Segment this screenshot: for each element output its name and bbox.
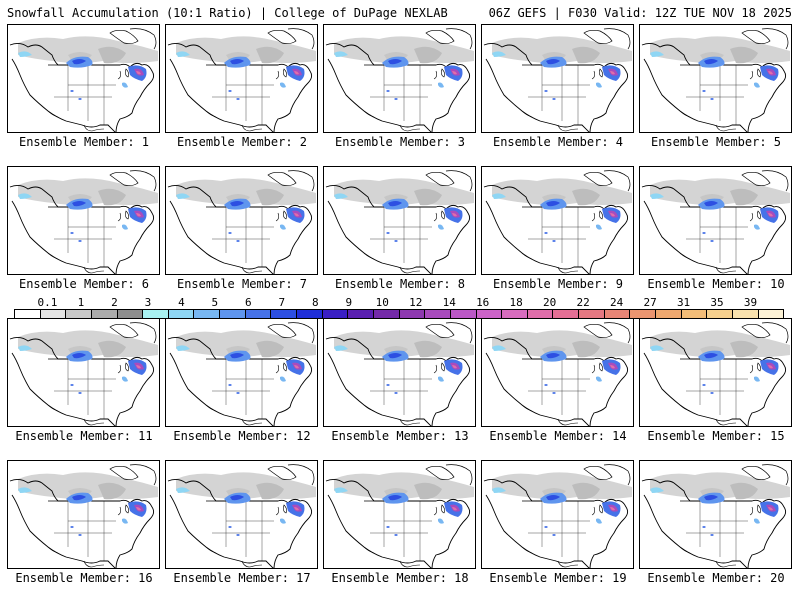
colorbar-swatch [630,310,657,318]
colorbar-swatch [245,310,272,318]
colorbar-swatch [579,310,605,318]
colorbar-label: 20 [543,296,557,309]
ensemble-member-map [323,166,476,275]
ensemble-member-map [7,318,160,427]
ensemble-member-map [7,460,160,569]
colorbar-swatch [194,310,221,318]
colorbar-swatch [373,310,400,318]
ensemble-member-map [481,24,634,133]
colorbar-label: 35 [710,296,724,309]
ensemble-member-map [323,460,476,569]
ensemble-member-map [481,460,634,569]
colorbar-swatch [758,310,784,318]
valid-time-label: 06Z GEFS | F030 Valid: 12Z TUE NOV 18 20… [488,6,792,20]
ensemble-member-caption: Ensemble Member: 8 [334,277,466,291]
colorbar-label: 39 [743,296,758,309]
colorbar-label: 2 [111,296,118,309]
snowfall-colorbar: 0.1 1 2 3 4 5 6 7 8 9 10 12 14 16 18 20 22 24 27 31 35 39 [14,296,784,319]
colorbar-label: 5 [211,296,219,309]
colorbar-swatch [66,310,92,318]
ensemble-member-caption: Ensemble Member: 11 [15,429,153,443]
colorbar-label: 8 [311,296,319,309]
colorbar-label: 24 [609,296,624,309]
ensemble-member-caption: Ensemble Member: 14 [489,429,627,443]
colorbar-label: 0.1 [37,296,58,309]
colorbar-swatch [476,310,503,318]
ensemble-member-caption: Ensemble Member: 7 [176,277,308,291]
colorbar-swatch [707,310,733,318]
ensemble-member-caption: Ensemble Member: 6 [18,277,150,291]
colorbar-swatch [117,310,144,318]
colorbar-swatch [732,310,759,318]
colorbar-label: 6 [245,296,252,309]
colorbar-label: 10 [375,296,389,309]
colorbar-label: 3 [144,296,152,309]
ensemble-member-map [481,318,634,427]
ensemble-member-caption: Ensemble Member: 10 [647,277,785,291]
colorbar-swatch [553,310,580,318]
colorbar-swatch [425,310,451,318]
ensemble-member-map [639,24,792,133]
ensemble-member-caption: Ensemble Member: 12 [173,429,311,443]
colorbar-label: 12 [409,296,423,309]
colorbar-label: 31 [676,296,691,309]
colorbar-swatch [40,310,67,318]
ensemble-member-map [165,460,318,569]
ensemble-member-caption: Ensemble Member: 19 [489,571,627,585]
ensemble-member-caption: Ensemble Member: 20 [647,571,785,585]
colorbar-label: 7 [278,296,286,309]
colorbar-swatch [399,310,426,318]
ensemble-member-caption: Ensemble Member: 4 [492,135,624,149]
colorbar-label: 14 [442,296,456,309]
colorbar-swatch [143,310,169,318]
ensemble-member-caption: Ensemble Member: 16 [15,571,153,585]
ensemble-member-caption: Ensemble Member: 3 [334,135,466,149]
ensemble-member-map [7,166,160,275]
ensemble-member-caption: Ensemble Member: 15 [647,429,785,443]
colorbar-label: 18 [509,296,523,309]
ensemble-member-map [165,24,318,133]
colorbar-swatch [297,310,323,318]
colorbar-swatch [322,310,349,318]
colorbar-swatch [681,310,708,318]
ensemble-member-caption: Ensemble Member: 5 [650,135,782,149]
ensemble-member-map [323,318,476,427]
colorbar-swatch [15,310,41,318]
colorbar-swatch [271,310,298,318]
ensemble-member-caption: Ensemble Member: 13 [331,429,469,443]
ensemble-member-map [481,166,634,275]
ensemble-member-map [7,24,160,133]
ensemble-member-map [639,460,792,569]
colorbar-label: 27 [643,296,657,309]
ensemble-member-map [323,24,476,133]
colorbar-label: 1 [77,296,85,309]
colorbar-swatch [168,310,195,318]
colorbar-label: 22 [576,296,590,309]
colorbar-swatch [527,310,554,318]
ensemble-member-caption: Ensemble Member: 9 [492,277,624,291]
colorbar-swatch [604,310,631,318]
ensemble-member-caption: Ensemble Member: 2 [176,135,308,149]
colorbar-swatch [91,310,118,318]
ensemble-member-caption: Ensemble Member: 17 [173,571,311,585]
colorbar-swatch [220,310,246,318]
colorbar-swatch [450,310,477,318]
colorbar-label: 4 [178,296,185,309]
colorbar-swatch [502,310,528,318]
ensemble-member-caption: Ensemble Member: 1 [18,135,150,149]
ensemble-member-map [165,166,318,275]
colorbar-label: 16 [476,296,490,309]
ensemble-member-map [639,318,792,427]
colorbar-swatch [348,310,374,318]
colorbar-swatch [656,310,682,318]
colorbar-label: 9 [345,296,353,309]
chart-title: Snowfall Accumulation (10:1 Ratio) | Col… [7,6,448,20]
ensemble-member-map [639,166,792,275]
ensemble-member-map [165,318,318,427]
ensemble-member-caption: Ensemble Member: 18 [331,571,469,585]
